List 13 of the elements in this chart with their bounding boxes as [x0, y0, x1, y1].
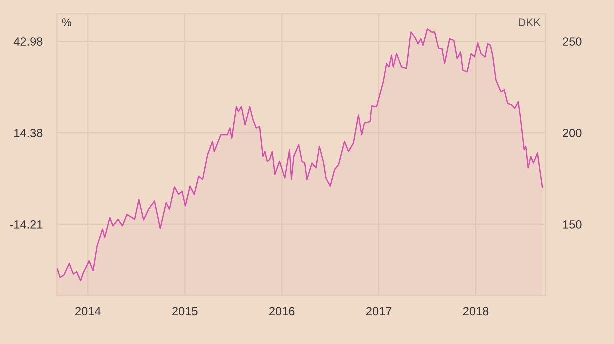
y-tick-label: -14.21 — [10, 220, 43, 229]
x-tick-label: 2017 — [366, 307, 392, 316]
y2-tick-label: 250 — [563, 38, 582, 46]
y2-tick-label: 200 — [563, 129, 582, 138]
x-tick-label: 2018 — [463, 307, 489, 316]
x-tick-label: 2016 — [270, 307, 295, 316]
y2-axis-title: DKK — [519, 18, 541, 26]
y2-tick-label: 150 — [563, 220, 582, 229]
x-tick-label: 2014 — [76, 307, 101, 316]
y-tick-label: 42.98 — [14, 38, 43, 46]
y-axis-title: % — [62, 18, 72, 26]
y-tick-label: 14.38 — [14, 129, 43, 138]
x-tick-label: 2015 — [172, 307, 198, 316]
